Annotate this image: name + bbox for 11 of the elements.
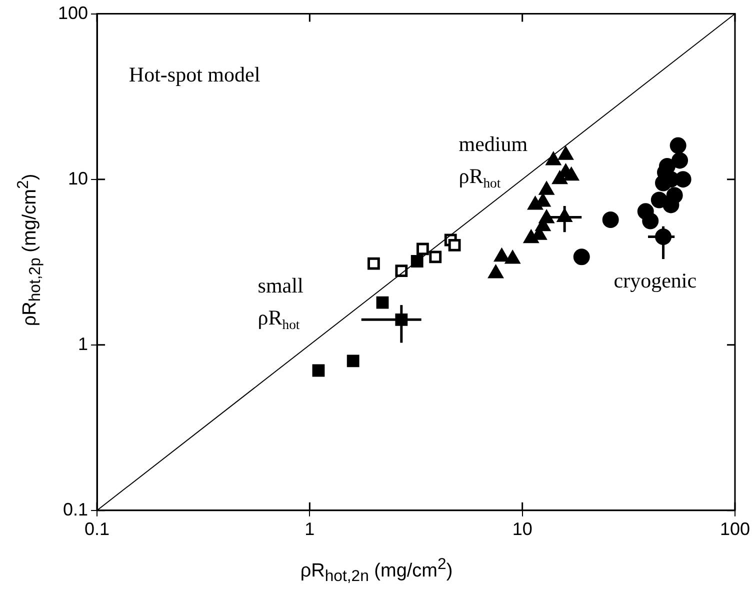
x-axis-title: ρR$_{hot,2n}$ (mg/cm$^{2}$) (299, 556, 454, 586)
y-tick-label: 100 (58, 2, 88, 23)
y-tick-label: 10 (68, 168, 88, 188)
y-tick-label: 1 (78, 334, 88, 354)
y-tick-label: 0.1 (63, 499, 88, 520)
x-tick-label: 1 (304, 519, 315, 540)
x-tick-label: 100 (720, 519, 750, 540)
x-tick-label: 0.1 (84, 519, 110, 540)
annotation: Hot-spot model (128, 62, 260, 86)
annotation: cryogenic (614, 268, 697, 292)
x-tick-label: 10 (512, 519, 532, 540)
